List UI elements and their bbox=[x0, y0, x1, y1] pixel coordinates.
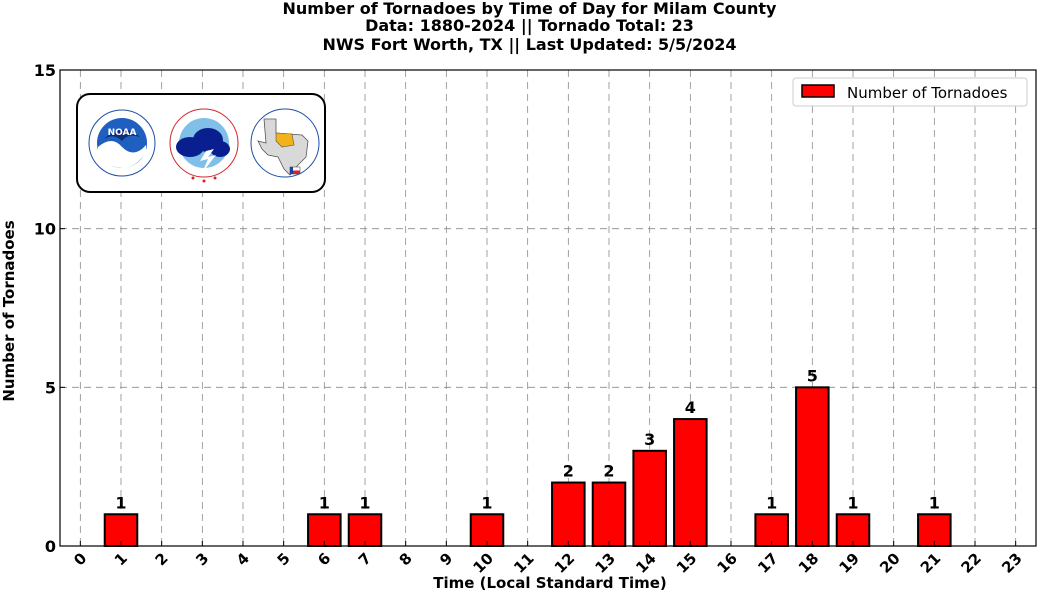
legend-frame bbox=[792, 77, 1028, 107]
bar-value-label: 1 bbox=[319, 493, 330, 512]
x-tick-label: 6 bbox=[314, 549, 334, 569]
fwd-logo bbox=[250, 108, 320, 178]
x-tick-label: 1 bbox=[111, 549, 131, 569]
x-tick-label: 21 bbox=[917, 549, 944, 576]
logo-panel: NOAA bbox=[76, 93, 326, 193]
x-tick-label: 20 bbox=[876, 549, 903, 576]
x-axis-label: Time (Local Standard Time) bbox=[433, 574, 667, 592]
bar-value-label: 5 bbox=[807, 366, 818, 385]
title-line-2: Data: 1880-2024 || Tornado Total: 23 bbox=[365, 16, 694, 35]
bar-value-label: 1 bbox=[847, 493, 858, 512]
legend-label: Number of Tornadoes bbox=[847, 84, 1008, 102]
x-tick-label: 4 bbox=[233, 549, 253, 569]
legend: Number of Tornadoes bbox=[792, 77, 1028, 107]
bar bbox=[795, 386, 830, 548]
x-tick-label: 15 bbox=[673, 549, 700, 576]
bar bbox=[673, 418, 708, 548]
agency-logos: NOAA bbox=[88, 108, 320, 183]
bar bbox=[469, 513, 505, 547]
x-tick-label: 16 bbox=[714, 549, 741, 576]
bar bbox=[551, 481, 586, 547]
y-axis-label: Number of Tornadoes bbox=[0, 220, 18, 401]
x-tick-label: 14 bbox=[632, 549, 659, 576]
x-tick-label: 2 bbox=[152, 549, 172, 569]
bars bbox=[103, 386, 952, 548]
x-tick-label: 12 bbox=[551, 549, 578, 576]
bar bbox=[591, 481, 627, 547]
nws-logo bbox=[169, 108, 239, 183]
y-tick-label: 5 bbox=[45, 378, 56, 397]
x-tick-label: 10 bbox=[470, 549, 497, 576]
bar bbox=[103, 513, 139, 547]
bar-value-labels: 1 1 1 1 2 2 3 4 1 5 1 1 bbox=[115, 366, 939, 512]
legend-swatch bbox=[801, 84, 835, 98]
x-tick-label: 22 bbox=[958, 549, 985, 576]
x-tick-label: 7 bbox=[355, 549, 375, 569]
x-tick-label: 23 bbox=[998, 549, 1025, 576]
x-tick-label: 5 bbox=[274, 549, 294, 569]
x-tick-label: 0 bbox=[70, 549, 90, 569]
title-line-3: NWS Fort Worth, TX || Last Updated: 5/5/… bbox=[322, 35, 737, 54]
noaa-logo: NOAA bbox=[88, 109, 156, 177]
x-tick-label: 13 bbox=[592, 549, 619, 576]
noaa-text: NOAA bbox=[108, 128, 137, 138]
x-tick-label: 19 bbox=[836, 549, 863, 576]
bar bbox=[307, 513, 342, 547]
bar-value-label: 3 bbox=[644, 430, 655, 449]
title-line-1: Number of Tornadoes by Time of Day for M… bbox=[282, 0, 777, 18]
y-tick-label: 0 bbox=[45, 537, 56, 556]
x-tick-label: 11 bbox=[510, 549, 537, 576]
bar-value-label: 1 bbox=[929, 493, 940, 512]
bar-value-label: 2 bbox=[603, 462, 614, 481]
y-axis-ticks: 0 5 10 15 bbox=[34, 61, 65, 556]
x-tick-label: 18 bbox=[795, 549, 822, 576]
x-tick-label: 9 bbox=[436, 549, 456, 569]
y-tick-label: 10 bbox=[34, 220, 56, 239]
bar bbox=[347, 513, 383, 547]
bar-value-label: 1 bbox=[481, 493, 492, 512]
x-tick-label: 3 bbox=[192, 549, 212, 569]
bar-value-label: 1 bbox=[115, 493, 126, 512]
x-tick-label: 17 bbox=[754, 549, 781, 576]
x-tick-label: 8 bbox=[396, 549, 416, 569]
y-tick-label: 15 bbox=[34, 61, 56, 80]
bar bbox=[632, 449, 667, 547]
bar-value-label: 2 bbox=[563, 462, 574, 481]
bar-value-label: 4 bbox=[685, 398, 696, 417]
bar-value-label: 1 bbox=[359, 493, 370, 512]
plot-frame bbox=[59, 69, 1037, 547]
bar bbox=[754, 513, 789, 547]
bar-value-label: 1 bbox=[766, 493, 777, 512]
